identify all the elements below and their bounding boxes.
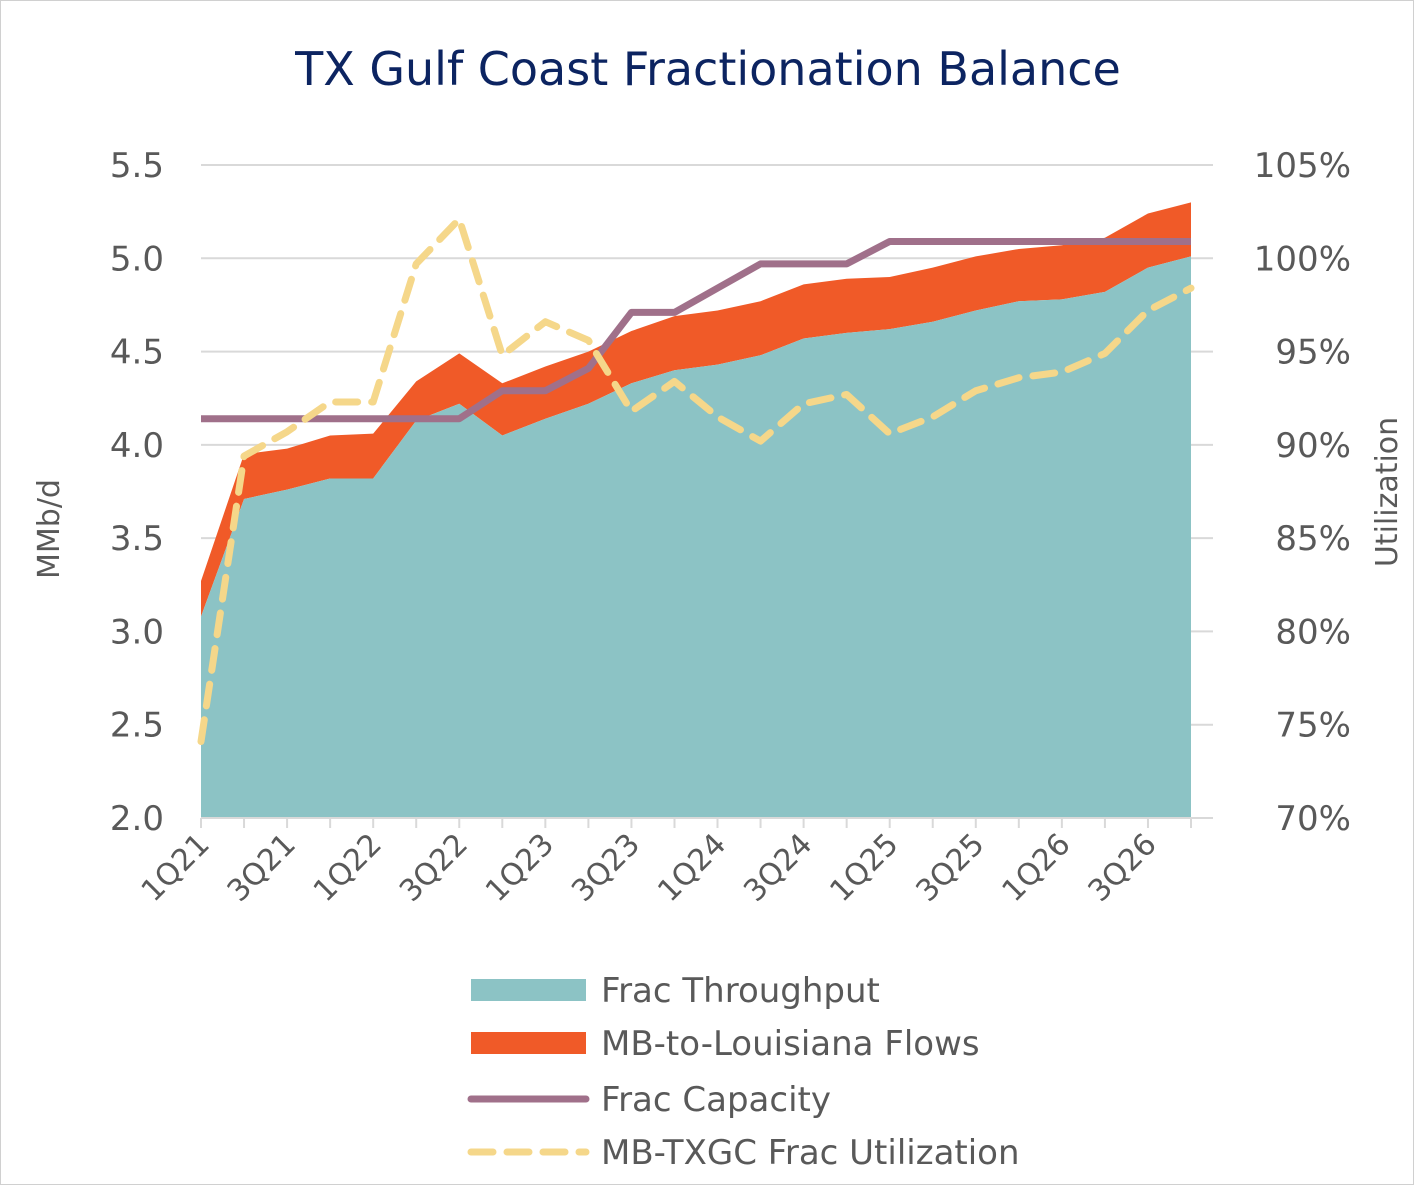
y-tick-label: 2.5 — [110, 706, 164, 746]
legend-label: Frac Throughput — [601, 971, 880, 1011]
x-tick-label: 3Q21 — [221, 827, 303, 909]
x-tick-label: 3Q26 — [1082, 827, 1164, 909]
y-tick-label: 5.0 — [110, 239, 164, 279]
y2-tick-label: 90% — [1275, 426, 1351, 466]
x-tick-label: 1Q24 — [651, 827, 733, 909]
y2-tick-label: 75% — [1275, 706, 1351, 746]
y-tick-label: 4.5 — [110, 333, 164, 373]
x-tick-label: 1Q23 — [479, 827, 561, 909]
x-tick-label: 3Q22 — [393, 827, 475, 909]
y-tick-label: 3.0 — [110, 612, 164, 652]
y2-tick-label: 80% — [1275, 612, 1351, 652]
legend-label: MB-TXGC Frac Utilization — [601, 1133, 1020, 1173]
x-tick-label: 1Q25 — [823, 827, 905, 909]
area-mb-to-louisiana-flows — [201, 202, 1191, 617]
y-tick-label: 2.0 — [110, 799, 164, 839]
legend-label: MB-to-Louisiana Flows — [601, 1024, 980, 1064]
y-tick-label: 5.5 — [110, 146, 164, 186]
line-frac-utilization — [197, 215, 1195, 746]
y2-tick-label: 70% — [1275, 799, 1351, 839]
y-axis-label: MMb/d — [32, 479, 67, 579]
x-tick-label: 1Q22 — [307, 827, 389, 909]
x-tick-label: 1Q26 — [996, 827, 1078, 909]
chart-title: TX Gulf Coast Fractionation Balance — [294, 42, 1121, 96]
legend-label: Frac Capacity — [601, 1080, 831, 1120]
y2-tick-label: 95% — [1275, 333, 1351, 373]
y2-tick-label: 85% — [1275, 519, 1351, 559]
x-tick-label: 3Q23 — [565, 827, 647, 909]
y2-tick-label: 100% — [1254, 239, 1351, 279]
x-tick-label: 1Q21 — [135, 827, 217, 909]
x-tick-label: 3Q25 — [910, 827, 992, 909]
legend-swatch — [471, 979, 586, 1001]
line-frac-capacity — [201, 237, 1191, 423]
legend-swatch — [471, 1032, 586, 1054]
y-tick-label: 3.5 — [110, 519, 164, 559]
y-tick-label: 4.0 — [110, 426, 164, 466]
y2-tick-label: 105% — [1254, 146, 1351, 186]
y2-axis-label: Utilization — [1370, 417, 1405, 567]
x-tick-label: 3Q24 — [737, 827, 819, 909]
area-frac-throughput — [201, 256, 1191, 818]
